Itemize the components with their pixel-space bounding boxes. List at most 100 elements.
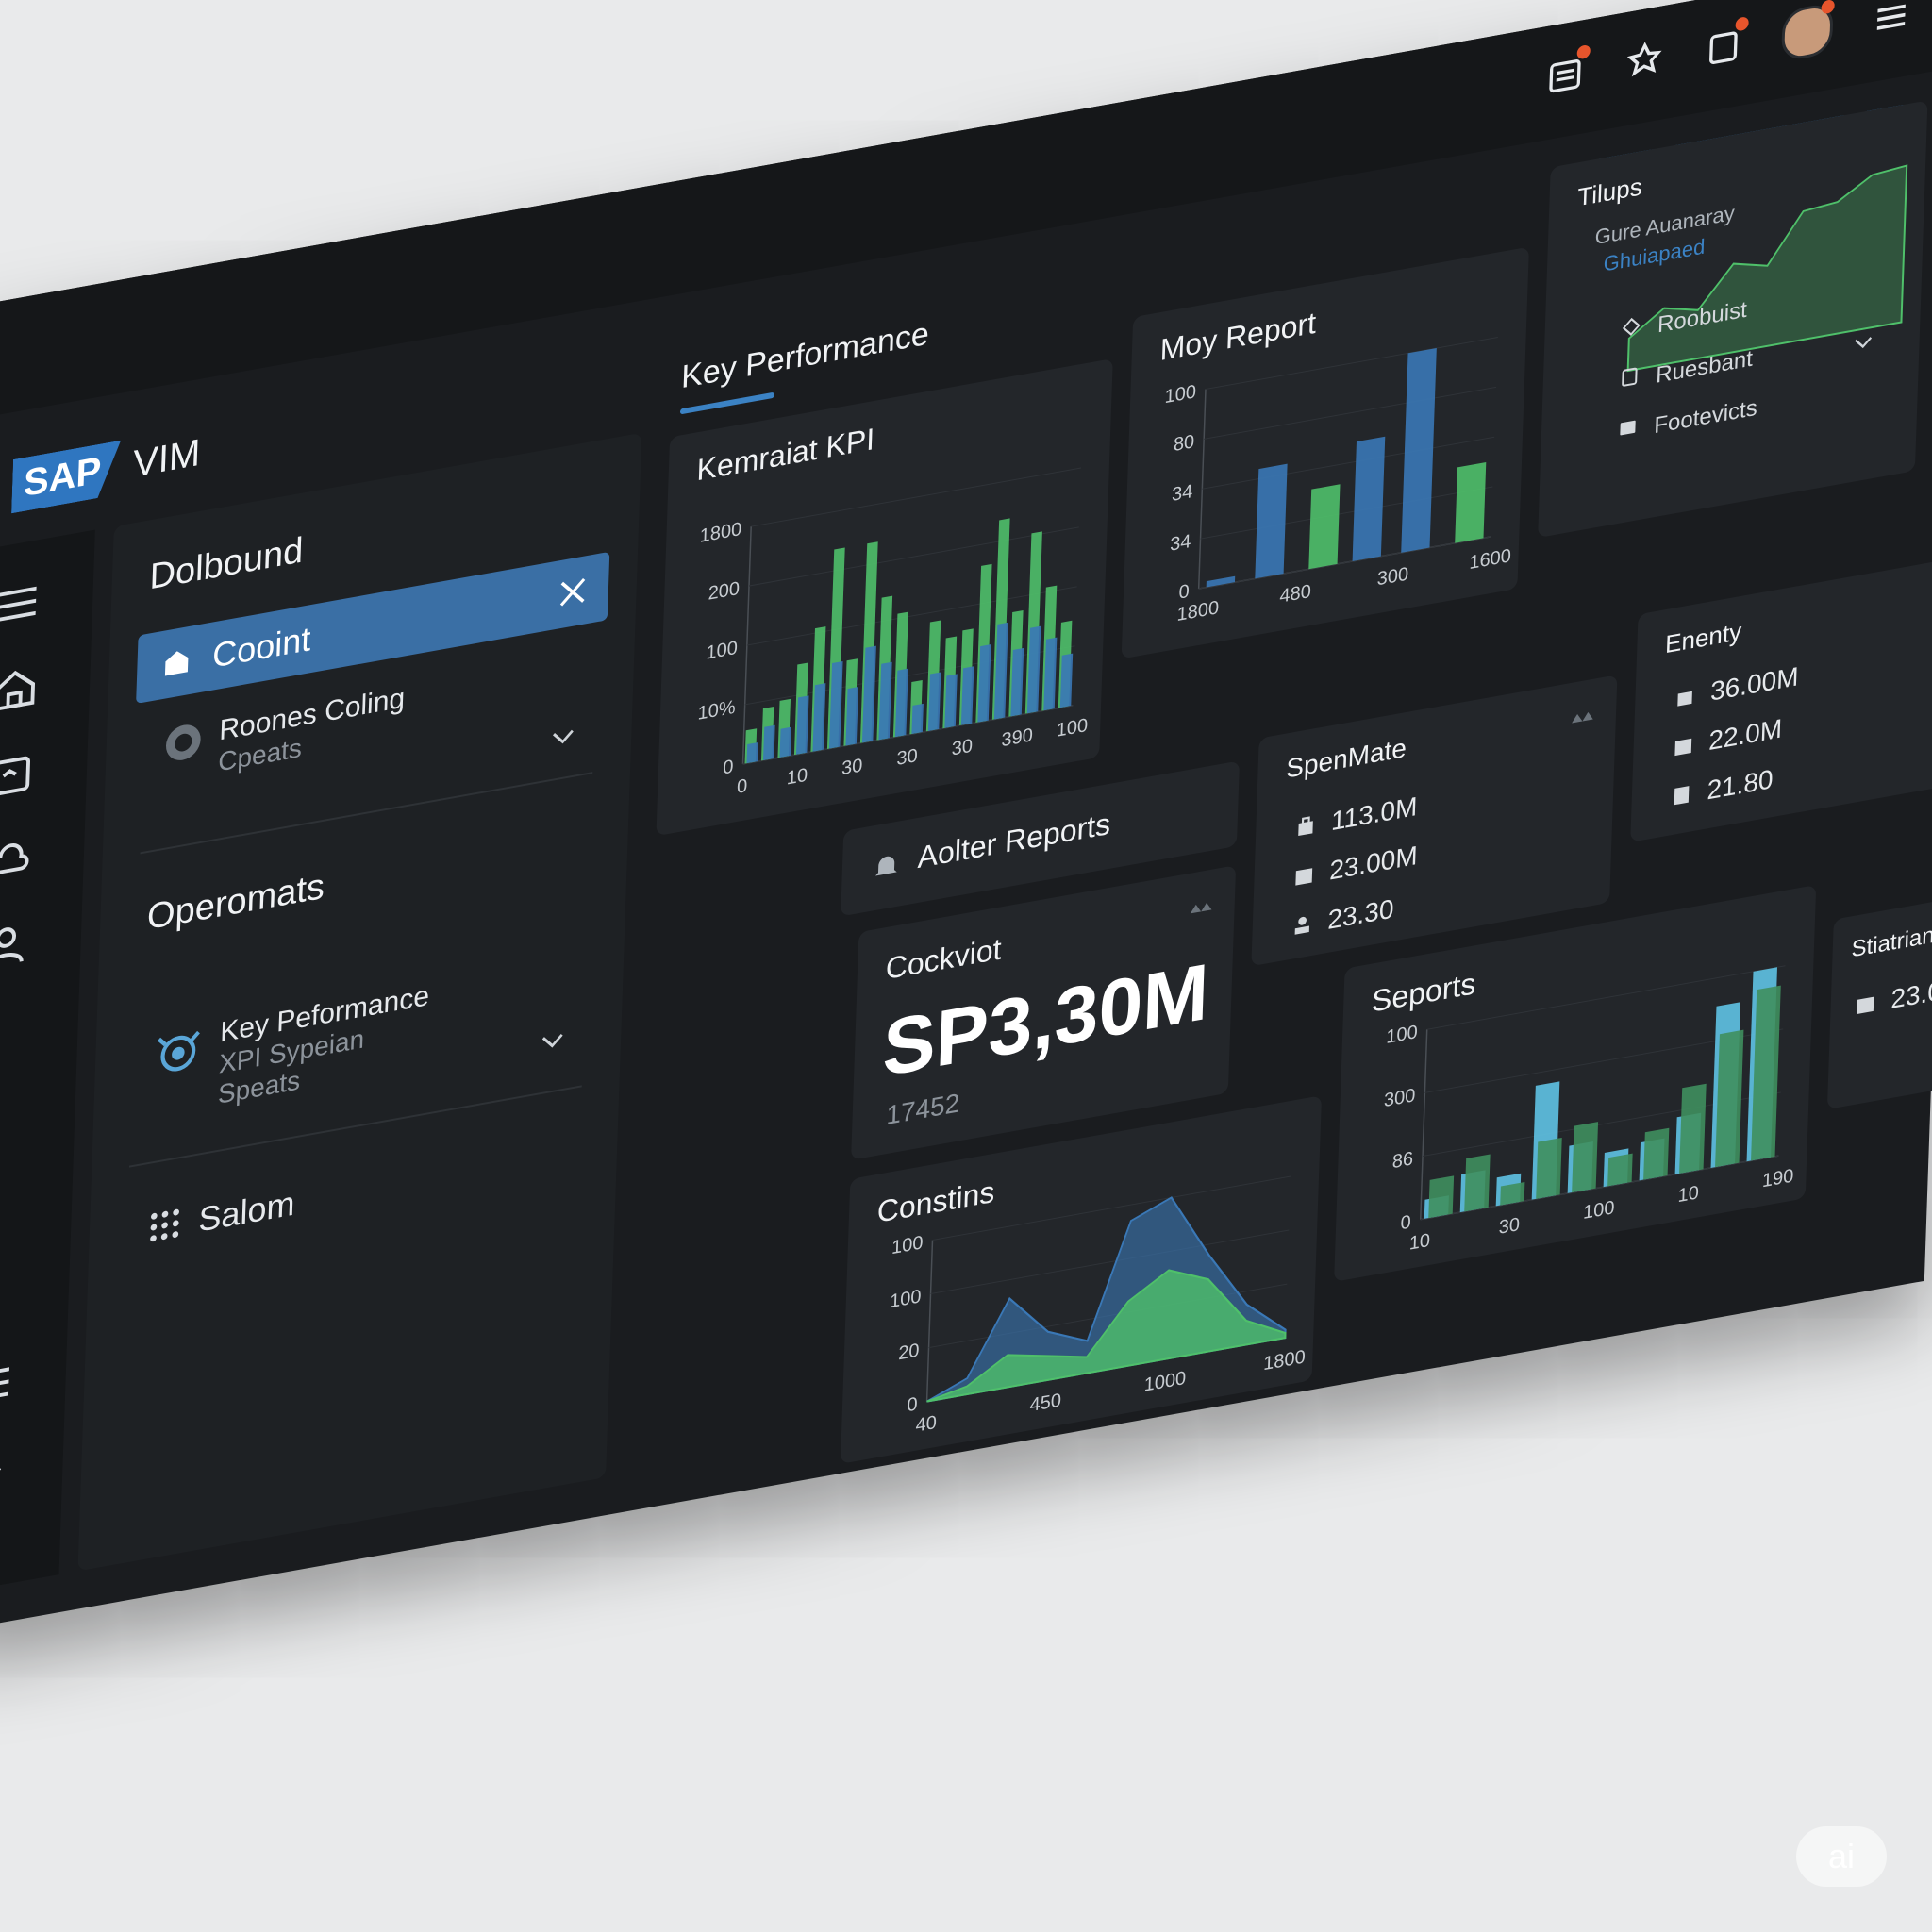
settings-icon[interactable] — [1623, 37, 1666, 86]
chevron-down-icon[interactable] — [1849, 325, 1882, 363]
main-section-header: Key Performance — [679, 315, 930, 415]
sort-icon[interactable] — [1183, 888, 1216, 925]
box-icon — [1295, 868, 1313, 886]
bar — [1043, 637, 1058, 711]
y-tick-label: 100 — [1164, 381, 1196, 408]
gridline — [746, 586, 1077, 646]
bar — [878, 661, 892, 741]
x-tick-label: 1600 — [1469, 545, 1511, 574]
gridline — [1204, 386, 1497, 440]
y-tick-label: 100 — [891, 1232, 924, 1258]
x-tick-label: 100 — [1583, 1197, 1615, 1224]
metric-row: 21.80 — [1669, 760, 1795, 813]
cockpit-label: Cockviot — [885, 931, 1003, 987]
section-title: Key Performance — [680, 315, 930, 396]
bar — [977, 644, 991, 723]
gridline — [751, 467, 1082, 527]
book-icon — [1674, 786, 1690, 806]
x-tick-label: 390 — [1001, 724, 1033, 751]
cockpit-sub: 17452 — [885, 1088, 960, 1131]
nav-rail — [0, 529, 95, 1602]
sort-icon[interactable] — [1565, 697, 1598, 735]
bar — [779, 726, 791, 758]
sidebar-item-key-performance[interactable]: Key Peformance XPI Sypeian Speats — [150, 980, 430, 1123]
list-item[interactable]: Ruesbant — [1618, 342, 1759, 397]
chevron-down-icon[interactable] — [546, 718, 579, 756]
logout-icon[interactable] — [0, 1441, 13, 1500]
bar — [1751, 985, 1781, 1161]
bar — [927, 672, 941, 731]
bar — [1464, 1154, 1491, 1212]
sidebar-item-active[interactable]: Cooint — [136, 551, 610, 705]
bar — [795, 695, 809, 755]
card-title: Enenty — [1664, 616, 1742, 659]
bar — [1643, 1127, 1670, 1180]
kpi-chart-card: Kemraiat KPI 1800 200 100 10% 0 0 10 30 30 30 390 1… — [656, 358, 1113, 837]
circle-icon — [165, 724, 201, 760]
bar — [1352, 436, 1386, 562]
bar — [812, 683, 826, 752]
cloud-icon[interactable] — [0, 831, 34, 890]
metric-value: 113.0M — [1330, 791, 1418, 837]
bar — [1500, 1181, 1525, 1206]
y-tick-label: 0 — [723, 757, 734, 779]
close-icon[interactable] — [553, 570, 591, 614]
gridline — [1426, 965, 1786, 1030]
list-icon[interactable] — [0, 1356, 16, 1414]
gridline — [749, 526, 1079, 587]
metric-value: 36.00M — [1709, 661, 1800, 707]
bar — [960, 666, 974, 725]
sidebar-item-title: Salom — [197, 1183, 296, 1240]
box-icon — [1857, 996, 1874, 1015]
sidebar-item-roones[interactable]: Roones Coling Cpeats — [161, 682, 406, 788]
y-tick-label: 34 — [1170, 531, 1191, 556]
calendar-icon[interactable] — [0, 746, 37, 805]
top-bar — [0, 0, 1932, 425]
list-icon[interactable] — [1543, 43, 1591, 100]
bar — [1607, 1153, 1633, 1187]
alter-reports-header: Aolter Reports — [841, 760, 1241, 917]
tilups-chart — [1626, 164, 1908, 373]
y-tick-label: 34 — [1172, 481, 1193, 506]
user-icon[interactable] — [0, 917, 31, 975]
gridline — [1202, 436, 1495, 490]
card-title: Aolter Reports — [917, 806, 1111, 875]
bar — [944, 674, 958, 728]
area-series — [1626, 164, 1908, 373]
sidebar-item-salom[interactable]: Salom — [145, 1183, 295, 1249]
bar — [845, 687, 859, 746]
home-icon[interactable] — [0, 660, 40, 719]
x-tick-label: 10 — [1677, 1182, 1699, 1207]
notification-icon[interactable] — [1702, 16, 1749, 72]
app-title: VIM — [132, 431, 202, 486]
y-tick-label: 0 — [907, 1394, 918, 1417]
y-tick-label: 86 — [1391, 1148, 1413, 1173]
bar — [1428, 1175, 1455, 1219]
chevron-down-icon[interactable] — [536, 1022, 569, 1059]
list-item[interactable]: Footevicts — [1616, 393, 1757, 448]
mey-report-card: Moy Report 100 80 34 34 0 1800 480 300 1600 — [1121, 246, 1529, 659]
metric-row: 23.00 — [1853, 973, 1932, 1022]
grid-icon — [150, 1208, 179, 1242]
menu-icon[interactable] — [0, 575, 43, 633]
bar — [1679, 1083, 1707, 1174]
avatar[interactable] — [1780, 0, 1835, 63]
bag-icon — [1298, 816, 1313, 837]
card-title: Stiatrian — [1851, 922, 1932, 963]
menu-icon[interactable] — [1870, 0, 1913, 42]
bar — [911, 703, 924, 735]
metric-row: 36.00M — [1673, 661, 1799, 714]
bar — [762, 724, 775, 761]
gridline — [932, 1175, 1291, 1241]
bag-icon — [1677, 691, 1692, 707]
gridline — [1200, 486, 1493, 540]
list-item[interactable]: Roobuist — [1620, 292, 1761, 347]
bar — [1401, 348, 1437, 553]
gauge-icon — [157, 1030, 200, 1072]
side-panel: Dolbound Cooint Roones Coling Cpeats Ope… — [77, 432, 642, 1572]
side-panel-title: Dolbound — [148, 530, 304, 598]
bar — [746, 741, 758, 764]
x-tick-label: 1000 — [1143, 1368, 1186, 1396]
